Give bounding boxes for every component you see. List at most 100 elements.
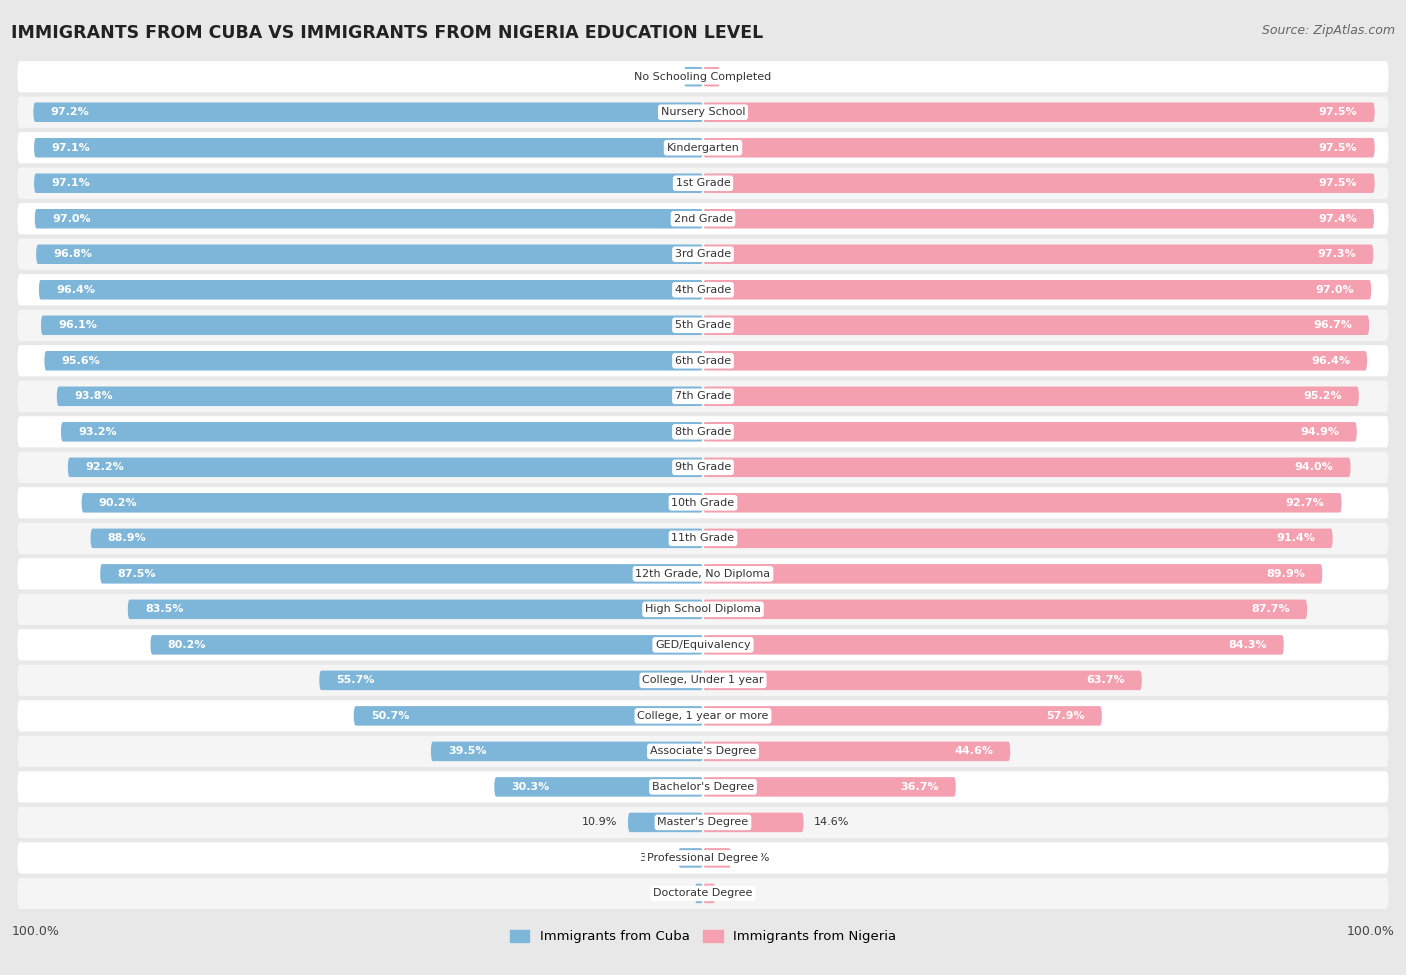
FancyBboxPatch shape: [678, 848, 703, 868]
FancyBboxPatch shape: [683, 67, 703, 87]
Text: 94.0%: 94.0%: [1295, 462, 1333, 472]
FancyBboxPatch shape: [17, 61, 1389, 93]
Text: High School Diploma: High School Diploma: [645, 604, 761, 614]
Text: IMMIGRANTS FROM CUBA VS IMMIGRANTS FROM NIGERIA EDUCATION LEVEL: IMMIGRANTS FROM CUBA VS IMMIGRANTS FROM …: [11, 24, 763, 42]
Text: 92.2%: 92.2%: [84, 462, 124, 472]
Text: 5th Grade: 5th Grade: [675, 320, 731, 331]
FancyBboxPatch shape: [703, 174, 1375, 193]
Text: 10th Grade: 10th Grade: [672, 498, 734, 508]
Text: 84.3%: 84.3%: [1227, 640, 1267, 650]
Text: Kindergarten: Kindergarten: [666, 142, 740, 153]
FancyBboxPatch shape: [90, 528, 703, 548]
FancyBboxPatch shape: [703, 316, 1369, 335]
FancyBboxPatch shape: [703, 528, 1333, 548]
FancyBboxPatch shape: [17, 97, 1389, 128]
FancyBboxPatch shape: [703, 422, 1357, 442]
Text: 4th Grade: 4th Grade: [675, 285, 731, 294]
FancyBboxPatch shape: [17, 878, 1389, 909]
FancyBboxPatch shape: [67, 457, 703, 477]
FancyBboxPatch shape: [703, 812, 804, 833]
FancyBboxPatch shape: [41, 316, 703, 335]
FancyBboxPatch shape: [703, 102, 1375, 122]
FancyBboxPatch shape: [495, 777, 703, 797]
FancyBboxPatch shape: [703, 351, 1367, 370]
Text: Source: ZipAtlas.com: Source: ZipAtlas.com: [1261, 24, 1395, 37]
FancyBboxPatch shape: [703, 848, 731, 868]
FancyBboxPatch shape: [17, 310, 1389, 341]
Text: 100.0%: 100.0%: [11, 925, 59, 938]
FancyBboxPatch shape: [17, 488, 1389, 519]
Text: 96.1%: 96.1%: [58, 320, 97, 331]
Text: 2.5%: 2.5%: [731, 72, 759, 82]
Text: 9th Grade: 9th Grade: [675, 462, 731, 472]
Text: 12th Grade, No Diploma: 12th Grade, No Diploma: [636, 568, 770, 579]
FancyBboxPatch shape: [703, 777, 956, 797]
Text: 36.7%: 36.7%: [900, 782, 939, 792]
FancyBboxPatch shape: [703, 565, 1323, 584]
Text: 87.5%: 87.5%: [118, 568, 156, 579]
Text: 44.6%: 44.6%: [955, 747, 993, 757]
Text: 63.7%: 63.7%: [1085, 676, 1125, 685]
Legend: Immigrants from Cuba, Immigrants from Nigeria: Immigrants from Cuba, Immigrants from Ni…: [505, 924, 901, 949]
FancyBboxPatch shape: [703, 742, 1011, 761]
Text: Master's Degree: Master's Degree: [658, 817, 748, 828]
Text: 3rd Grade: 3rd Grade: [675, 250, 731, 259]
FancyBboxPatch shape: [17, 842, 1389, 874]
Text: GED/Equivalency: GED/Equivalency: [655, 640, 751, 650]
Text: 97.0%: 97.0%: [52, 214, 90, 223]
FancyBboxPatch shape: [703, 457, 1351, 477]
Text: 3.6%: 3.6%: [640, 853, 668, 863]
Text: Professional Degree: Professional Degree: [647, 853, 759, 863]
FancyBboxPatch shape: [17, 771, 1389, 802]
Text: 2.8%: 2.8%: [645, 72, 673, 82]
Text: 94.9%: 94.9%: [1301, 427, 1340, 437]
Text: 87.7%: 87.7%: [1251, 604, 1289, 614]
Text: 1.2%: 1.2%: [657, 888, 685, 898]
FancyBboxPatch shape: [128, 600, 703, 619]
Text: 95.2%: 95.2%: [1303, 391, 1341, 402]
FancyBboxPatch shape: [17, 345, 1389, 376]
Text: 96.8%: 96.8%: [53, 250, 93, 259]
Text: 90.2%: 90.2%: [98, 498, 138, 508]
FancyBboxPatch shape: [17, 806, 1389, 838]
FancyBboxPatch shape: [34, 174, 703, 193]
Text: 7th Grade: 7th Grade: [675, 391, 731, 402]
Text: 97.5%: 97.5%: [1319, 107, 1358, 117]
Text: Doctorate Degree: Doctorate Degree: [654, 888, 752, 898]
Text: 80.2%: 80.2%: [167, 640, 207, 650]
FancyBboxPatch shape: [56, 386, 703, 406]
FancyBboxPatch shape: [430, 742, 703, 761]
FancyBboxPatch shape: [703, 280, 1371, 299]
Text: 55.7%: 55.7%: [336, 676, 375, 685]
FancyBboxPatch shape: [34, 137, 703, 158]
FancyBboxPatch shape: [703, 209, 1374, 228]
FancyBboxPatch shape: [703, 883, 716, 903]
FancyBboxPatch shape: [703, 67, 720, 87]
Text: 14.6%: 14.6%: [814, 817, 849, 828]
FancyBboxPatch shape: [82, 493, 703, 513]
FancyBboxPatch shape: [100, 565, 703, 584]
Text: 88.9%: 88.9%: [108, 533, 146, 543]
Text: 10.9%: 10.9%: [582, 817, 617, 828]
Text: No Schooling Completed: No Schooling Completed: [634, 72, 772, 82]
Text: 97.4%: 97.4%: [1317, 214, 1357, 223]
FancyBboxPatch shape: [703, 635, 1284, 654]
Text: 93.8%: 93.8%: [75, 391, 112, 402]
FancyBboxPatch shape: [17, 274, 1389, 305]
Text: 95.6%: 95.6%: [62, 356, 100, 366]
Text: 93.2%: 93.2%: [79, 427, 117, 437]
Text: 1st Grade: 1st Grade: [676, 178, 730, 188]
FancyBboxPatch shape: [45, 351, 703, 370]
Text: 2nd Grade: 2nd Grade: [673, 214, 733, 223]
FancyBboxPatch shape: [695, 883, 703, 903]
FancyBboxPatch shape: [17, 629, 1389, 660]
Text: Associate's Degree: Associate's Degree: [650, 747, 756, 757]
FancyBboxPatch shape: [34, 102, 703, 122]
FancyBboxPatch shape: [628, 812, 703, 833]
FancyBboxPatch shape: [17, 665, 1389, 696]
FancyBboxPatch shape: [39, 280, 703, 299]
Text: 83.5%: 83.5%: [145, 604, 183, 614]
FancyBboxPatch shape: [703, 245, 1374, 264]
Text: 39.5%: 39.5%: [449, 747, 486, 757]
FancyBboxPatch shape: [17, 168, 1389, 199]
